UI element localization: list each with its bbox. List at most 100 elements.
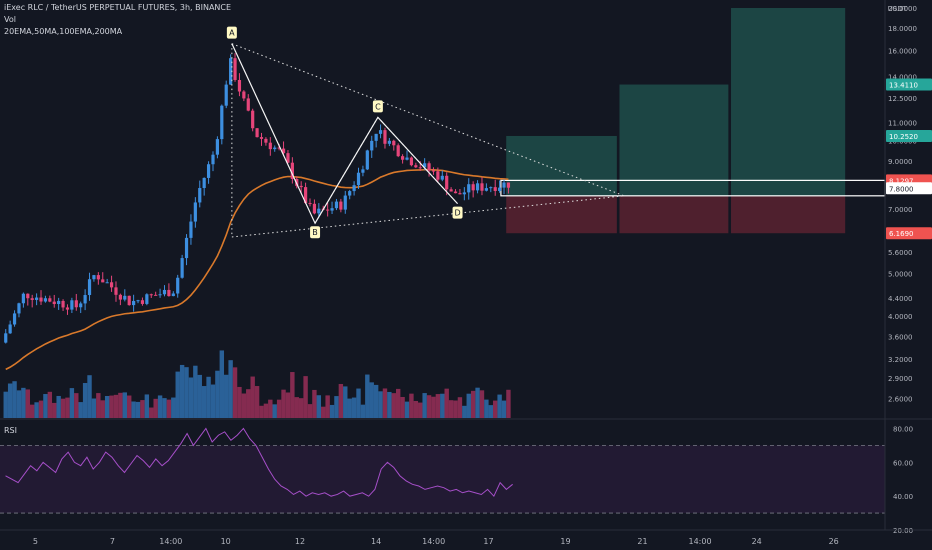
candle (39, 297, 43, 302)
time-tick: 12 (295, 537, 305, 546)
volume-bar (387, 391, 392, 418)
candle (431, 170, 436, 172)
volume-bar (321, 406, 326, 418)
volume-bar (175, 371, 180, 418)
volume-bars (3, 350, 511, 418)
time-tick: 14:00 (689, 537, 712, 546)
candle (127, 295, 131, 306)
volume-bar (219, 350, 225, 418)
candle (167, 289, 171, 297)
volume-bar (422, 393, 427, 418)
volume-bar (65, 397, 70, 418)
candle (334, 201, 339, 209)
time-tick: 14:00 (422, 537, 445, 546)
volume-bar (246, 389, 251, 418)
volume-bar (298, 398, 304, 418)
volume-bar (395, 388, 401, 418)
rsi-pane: 80.00 60.00 40.00 20.00 (0, 425, 913, 535)
volume-bar (431, 396, 436, 418)
volume-bar (100, 400, 105, 418)
candle (356, 172, 361, 186)
price-tick: 3.6000 (888, 333, 913, 341)
volume-bar (215, 370, 220, 418)
candle (484, 188, 488, 191)
point-d-label-bg (452, 206, 463, 219)
volume-bar (224, 374, 229, 418)
volume-bar (74, 393, 79, 418)
volume-bar (409, 393, 414, 418)
price-badge (886, 227, 932, 240)
volume-bar (197, 374, 202, 418)
point-b-label: B (312, 228, 318, 237)
rsi-tick: 60.00 (893, 459, 913, 467)
candle (436, 171, 440, 180)
volume-bar (338, 383, 344, 418)
volume-bar (501, 400, 507, 418)
volume-bar (316, 395, 322, 418)
candle (396, 145, 400, 157)
price-tick: 18.0000 (888, 25, 917, 33)
volume-bar (232, 367, 238, 418)
volume-bar (440, 393, 445, 418)
stop-zone (506, 195, 617, 234)
candle (158, 294, 162, 296)
candle (467, 184, 471, 193)
candle (184, 237, 189, 259)
candle (145, 294, 149, 304)
price-badge-text: 13.4110 (889, 82, 918, 90)
candle (449, 189, 453, 192)
volume-bar (457, 397, 463, 418)
candle (74, 300, 78, 308)
volume-bar (462, 405, 467, 418)
time-tick: 21 (637, 537, 647, 546)
candle (26, 293, 30, 299)
candle (206, 164, 211, 178)
volume-bar (206, 376, 211, 418)
volume-bar (52, 402, 57, 418)
stop-zone (619, 195, 729, 234)
candle (401, 156, 405, 160)
volume-bar (47, 391, 53, 418)
price-badge (886, 129, 932, 142)
candle (440, 175, 444, 180)
volume-bar (29, 404, 35, 418)
volume-bar (7, 383, 13, 418)
volume-bar (78, 402, 83, 418)
candle (61, 300, 65, 308)
time-tick: 17 (483, 537, 493, 546)
candle (189, 221, 193, 238)
candle (52, 301, 56, 305)
candle (48, 298, 52, 302)
volume-bar (250, 376, 255, 418)
volume-bar (360, 404, 366, 418)
price-tick: 5.0000 (888, 270, 913, 278)
candle (193, 202, 197, 222)
volume-bar (475, 387, 480, 418)
candle (259, 137, 264, 139)
candle (365, 150, 369, 170)
volume-bar (303, 376, 308, 418)
volume-bar (96, 393, 101, 418)
ema-line (5, 168, 509, 371)
candle (418, 167, 422, 169)
candle (140, 300, 145, 304)
volume-bar (325, 395, 330, 418)
volume-bar (356, 388, 361, 418)
volume-bar (294, 397, 299, 418)
time-tick: 5 (33, 537, 38, 546)
volume-bar (109, 395, 114, 418)
volume-bar (290, 372, 295, 418)
price-badge-text: 10.2520 (889, 133, 918, 141)
candle (343, 195, 347, 210)
candle (21, 293, 25, 304)
volume-bar (484, 399, 489, 418)
price-tick: 11.0000 (888, 119, 917, 127)
candle (392, 140, 396, 146)
candle (132, 301, 136, 306)
volume-bar (157, 395, 163, 418)
price-tick: 12.5000 (888, 95, 917, 103)
time-tick: 10 (221, 537, 231, 546)
target-zone (731, 8, 846, 196)
